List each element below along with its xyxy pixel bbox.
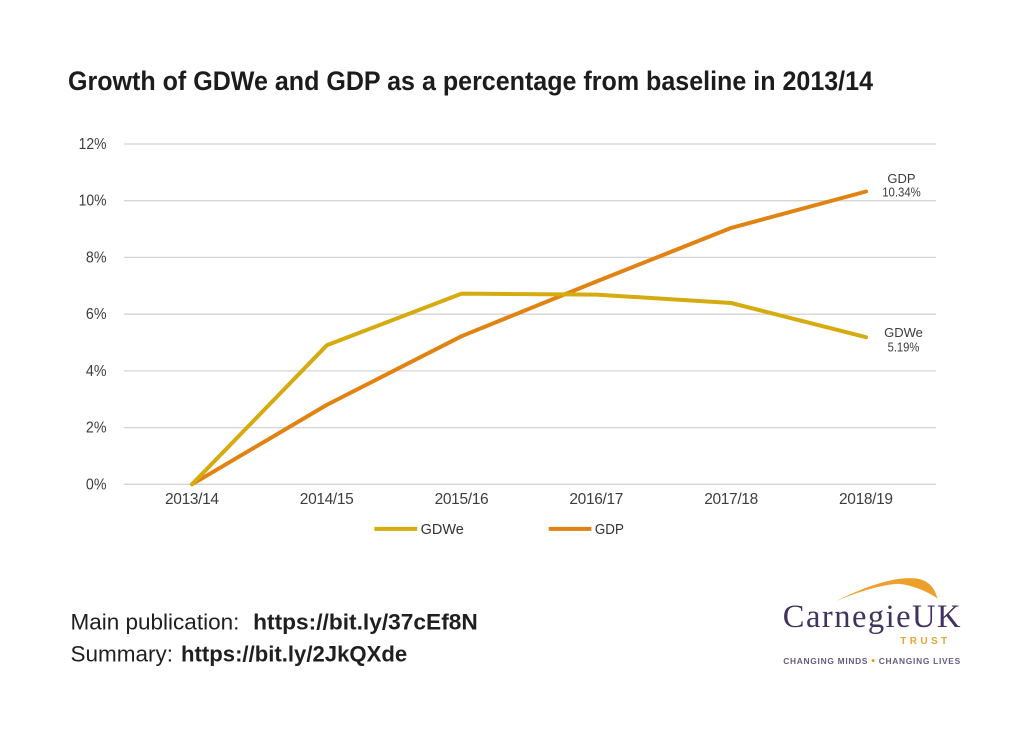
svg-text:2013/14: 2013/14 (165, 491, 219, 508)
svg-text:12%: 12% (79, 135, 107, 153)
svg-text:2016/17: 2016/17 (569, 491, 623, 508)
svg-text:GDP: GDP (887, 171, 915, 186)
svg-text:2018/19: 2018/19 (839, 491, 893, 508)
svg-text:GDP: GDP (595, 522, 624, 538)
svg-text:10%: 10% (79, 192, 107, 210)
svg-text:2%: 2% (86, 419, 107, 437)
svg-text:2014/15: 2014/15 (300, 491, 354, 508)
svg-text:Summary:https://bit.ly/2JkQXde: Summary: https://bit.ly/2JkQXde (71, 641, 408, 666)
svg-text:10.34%: 10.34% (882, 185, 921, 200)
svg-text:4%: 4% (86, 362, 107, 380)
svg-text:GDWe: GDWe (421, 522, 464, 538)
svg-text:5.19%: 5.19% (888, 340, 920, 355)
svg-text:GDWe: GDWe (884, 325, 923, 340)
svg-text:CHANGING MINDS • CHANGING LIVE: CHANGING MINDS • CHANGING LIVES (783, 655, 960, 667)
svg-text:Main publication:https://bit.l: Main publication: https://bit.ly/37cEf8N (71, 610, 478, 635)
svg-text:6%: 6% (86, 305, 107, 323)
svg-text:Growth of GDWe and GDP as a pe: Growth of GDWe and GDP as a percentage f… (68, 66, 873, 96)
svg-text:0%: 0% (86, 476, 107, 494)
svg-text:8%: 8% (86, 249, 107, 267)
svg-text:2017/18: 2017/18 (704, 491, 758, 508)
svg-text:CarnegieUK: CarnegieUK (783, 599, 961, 635)
svg-text:TRUST: TRUST (900, 636, 947, 647)
svg-text:2015/16: 2015/16 (435, 491, 489, 508)
